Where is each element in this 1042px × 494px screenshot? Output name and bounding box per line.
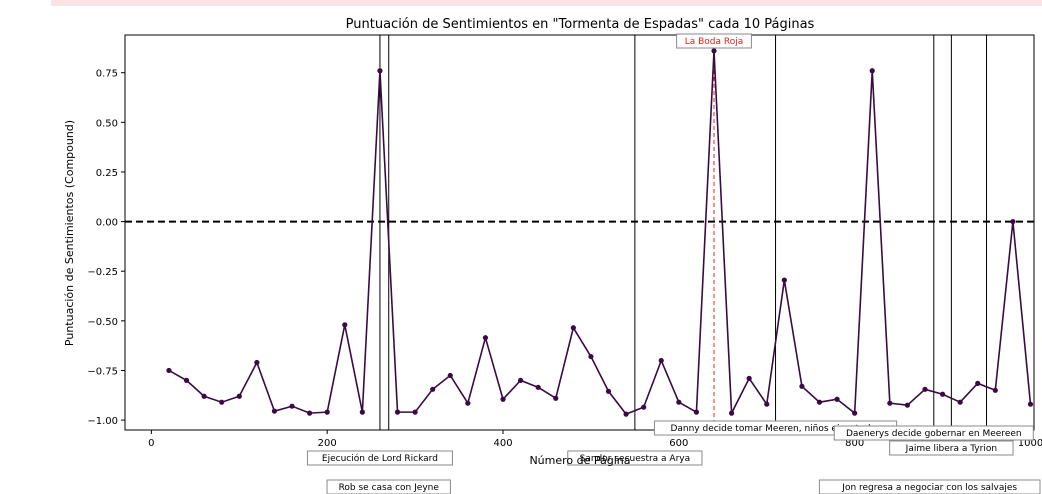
sentiment-series-line [168,50,1032,417]
data-point [412,409,418,415]
event-annotation-label: Sandor secuestra a Arya [580,454,691,464]
event-annotation: La Boda Roja [676,33,752,49]
data-point [957,399,963,405]
data-point [1010,218,1016,225]
data-point [799,383,805,389]
axes-frame [124,34,1035,431]
data-point [535,384,541,390]
event-annotation-label: Rob se casa con Jeyne [339,483,440,493]
data-point [324,409,330,415]
data-point [254,359,260,366]
data-point [236,393,242,399]
data-point [377,68,383,74]
data-point [711,48,717,54]
data-point [781,277,787,283]
data-point [605,388,612,394]
data-point [764,401,770,407]
event-annotation-box [889,440,1014,456]
data-point [922,386,928,392]
y-tick-label: 0.75 [96,69,118,80]
y-tick-label: −0.75 [87,366,118,377]
data-point [394,409,401,415]
event-annotation-label: Ejecución de Lord Rickard [322,453,438,464]
data-point [359,409,365,415]
data-point [482,335,489,341]
data-point [746,375,752,381]
data-point [1027,401,1034,407]
data-point [641,404,647,410]
data-point [658,357,664,364]
x-tick-label: 600 [669,438,688,449]
data-point [834,396,840,402]
event-annotation: Daenerys decide gobernar en Meereen [833,425,1034,441]
data-point [219,399,225,405]
top-banner-strip [51,0,1042,6]
event-annotation-box [833,425,1034,441]
data-point [307,410,313,416]
y-tick-label: 0.00 [96,218,118,229]
y-tick-label: 0.50 [96,118,118,129]
y-tick-label: −0.25 [87,267,118,278]
data-point [342,322,348,328]
plot-area: −1.00 −0.75 −0.50 −0.25 0.00 0.25 0.50 0.75 0 200… [87,34,1042,449]
event-annotation-box [326,479,451,494]
data-point [975,380,981,386]
y-axis-label: Puntuación de Sentimientos (Compound) [63,120,76,346]
event-annotation-box [567,450,703,466]
data-point [289,403,295,409]
x-tick-label: 0 [148,438,154,449]
data-point [904,402,911,408]
x-tick-label: 800 [845,438,864,449]
y-tick-label: −0.50 [87,317,118,328]
event-annotation: Jaime libera a Tyrion [889,440,1014,456]
data-point [693,409,700,415]
data-point [553,395,559,401]
data-point [166,367,172,374]
data-point [570,325,576,331]
x-tick-label: 400 [493,438,512,449]
event-annotation: Ejecución de Lord Rickard [306,450,453,466]
event-annotation-label: Danny decide tomar Meeren, niños ejecuta… [670,424,880,434]
y-tick-label: −1.00 [87,416,118,427]
data-point [517,377,524,383]
data-point [992,387,998,393]
data-point [623,411,629,417]
data-point [588,353,594,360]
event-annotation-box [676,33,752,49]
data-point [201,393,207,399]
data-point [852,410,858,416]
annotation-layer: Ejecución de Lord Rickard Rob se casa con… [306,33,1041,494]
event-annotation-label: La Boda Roja [685,37,744,47]
event-annotation: Rob se casa con Jeyne [326,479,451,494]
data-point [676,399,682,405]
data-point [869,68,875,74]
event-annotation-label: Jon regresa a negociar con los salvajes [841,483,1017,493]
data-point [271,408,278,414]
event-annotation-label: Jaime libera a Tyrion [905,444,997,454]
data-point [430,386,436,392]
data-point [887,400,893,406]
x-tick-label: 1000 [1018,438,1042,449]
data-point [816,399,823,405]
data-point [447,372,453,379]
data-point [500,396,506,402]
data-point [728,410,735,416]
chart-title: Puntuación de Sentimientos en "Tormenta … [346,17,815,32]
x-axis-label: Número de Página [529,454,630,467]
data-point [183,377,190,383]
event-annotation-box [818,479,1041,494]
data-point [465,400,471,406]
event-annotation-box [306,450,453,466]
event-annotation: Jon regresa a negociar con los salvajes [818,479,1041,494]
event-annotation: Sandor secuestra a Arya [567,450,703,466]
x-tick-label: 200 [318,438,337,449]
data-point [939,391,946,397]
event-annotation-label: Daenerys decide gobernar en Meereen [846,429,1022,439]
y-tick-label: 0.25 [96,168,118,179]
